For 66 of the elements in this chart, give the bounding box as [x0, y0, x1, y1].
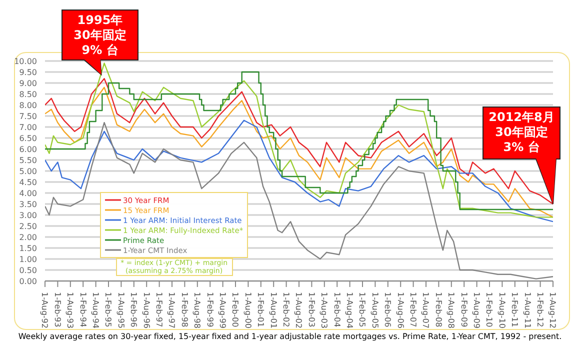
x-tick-label: 1-Aug-97 [167, 292, 176, 328]
x-tick-label: 1-Feb-12 [536, 292, 544, 328]
y-tick-label: 8.00 [19, 100, 37, 110]
y-tick-label: 5.00 [19, 166, 37, 176]
x-tick-label: 1-Feb-98 [180, 292, 189, 328]
y-tick-label: 6.00 [19, 144, 37, 154]
x-tick-label: 1-Aug-99 [218, 292, 227, 328]
x-tick-label: 1-Aug-93 [66, 292, 75, 328]
x-tick-label: 1-Aug-00 [243, 292, 252, 328]
x-tick-label: 1-Feb-06 [383, 292, 392, 328]
y-tick-label: 3.00 [19, 210, 37, 220]
x-tick-label: 1-Feb-02 [282, 292, 290, 328]
x-tick-label: 1-Aug-12 [548, 292, 558, 328]
x-tick-label: 1-Feb-94 [78, 292, 88, 328]
x-tick-label: 1-Aug-08 [446, 292, 456, 328]
x-tick-label: 1-Feb-08 [434, 292, 443, 328]
x-tick-label: 1-Feb-04 [332, 292, 342, 328]
y-tick-label: 2.00 [19, 232, 37, 242]
x-tick-label: 1-Aug-94 [91, 292, 100, 328]
x-tick-label: 1-Feb-96 [129, 292, 138, 328]
x-tick-label: 1-Aug-03 [320, 292, 329, 328]
x-tick-label: 1-Feb-97 [154, 292, 164, 328]
x-tick-label: 1-Feb-01 [256, 292, 266, 328]
x-tick-label: 1-Aug-96 [142, 292, 151, 328]
y-tick-label: 10.00 [14, 56, 37, 66]
x-tick-label: 1-Feb-10 [484, 292, 494, 328]
x-tick-label: 1-Feb-11 [510, 292, 520, 328]
y-tick-label: 4.00 [19, 188, 37, 198]
x-tick-label: 1-Feb-09 [459, 292, 468, 328]
y-tick-label: 0.50 [19, 266, 37, 275]
text: Weekly average rates on 30-year fixed, 15-year fixed and 1-year adjustable rate mortgages vs. Prime Rate, 1-Year CMT, 1992 - present. [17, 332, 563, 341]
x-tick-label: 1-Feb-95 [104, 292, 113, 328]
x-tick-label: 1-Feb-00 [230, 292, 240, 328]
y-tick-label: 5.50 [19, 156, 37, 165]
x-tick-label: 1-Aug-04 [345, 292, 354, 328]
x-tick-label: 1-Aug-07 [421, 292, 430, 328]
y-tick-label: 6.50 [19, 134, 37, 143]
y-tick-label: 0.00 [19, 276, 37, 286]
line-series [45, 86, 553, 218]
x-tick-label: 1-Aug-09 [472, 292, 481, 328]
x-tick-label: 1-Feb-93 [52, 292, 62, 328]
x-tick-label: 1-Aug-95 [116, 292, 126, 328]
y-tick-label: 1.00 [19, 254, 37, 264]
x-tick-label: 1-Aug-06 [396, 292, 405, 328]
x-tick-label: 1-Feb-07 [408, 292, 418, 328]
x-tick-label: 1-Aug-02 [294, 292, 304, 328]
y-tick-label: 9.50 [19, 68, 37, 77]
y-tick-label: 9.00 [19, 78, 37, 88]
y-tick-label: 2.50 [19, 222, 37, 231]
y-tick-label: 8.50 [19, 90, 37, 99]
x-tick-label: 1-Feb-03 [306, 292, 316, 328]
y-tick-label: 1.50 [19, 244, 37, 253]
y-tick-label: 3.50 [19, 200, 37, 209]
x-tick-label: 1-Aug-01 [268, 292, 278, 328]
annotation: 1995年 30年固定 9% 台 [74, 13, 126, 57]
x-tick-label: 1-Aug-92 [40, 292, 50, 328]
x-tick-label: 1-Aug-10 [497, 292, 506, 328]
x-tick-label: 1-Feb-05 [358, 292, 367, 328]
annotation: 2012年8月 30年固定 3% 台 [488, 110, 554, 154]
x-tick-label: 1-Aug-05 [370, 292, 380, 328]
y-tick-label: 4.50 [19, 178, 37, 187]
x-tick-label: 1-Aug-98 [192, 292, 202, 328]
y-tick-label: 7.00 [19, 122, 37, 132]
x-tick-label: 1-Feb-99 [205, 292, 214, 328]
x-tick-label: 1-Aug-11 [522, 292, 532, 328]
y-tick-label: 7.50 [19, 112, 37, 121]
